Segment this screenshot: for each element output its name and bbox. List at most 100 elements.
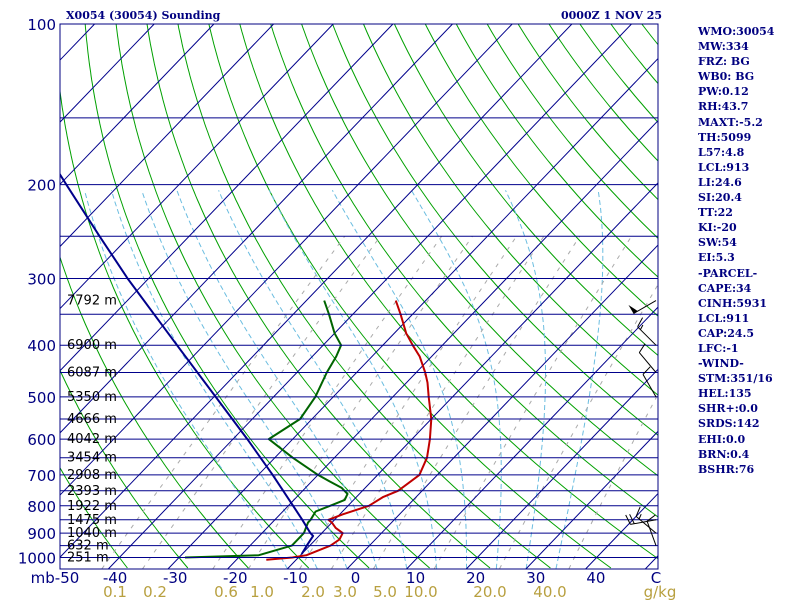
mixing-ratio-unit: g/kg (644, 583, 677, 600)
mixing-ratio-label: 20.0 (473, 583, 506, 600)
isotherm (0, 24, 35, 569)
dry-adiabat (424, 24, 658, 317)
moist-adiabat (110, 190, 318, 569)
isotherm (60, 24, 155, 123)
index-item: TT:22 (698, 206, 733, 220)
height-label: 7792 m (67, 294, 117, 309)
index-item: STM:351/16 (698, 372, 773, 386)
temperature-tick-label: 40 (586, 569, 605, 587)
height-label: 2908 m (67, 468, 117, 483)
dry-adiabat (115, 24, 430, 569)
height-label: 1475 m (67, 513, 117, 528)
pressure-tick-label: 1000 (18, 550, 56, 568)
mixing-ratio-label: 0.2 (143, 583, 167, 600)
isotherm (346, 244, 658, 569)
moist-adiabat (555, 190, 604, 569)
pressure-tick-label: 400 (27, 337, 56, 355)
index-item: SRDS:142 (698, 417, 760, 431)
index-item: LCL:911 (698, 311, 750, 325)
mixing-ratio-label: 5.0 (373, 583, 397, 600)
index-item: L57:4.8 (698, 145, 745, 159)
wind-barb (646, 514, 657, 546)
wind-barb (635, 506, 657, 534)
mixing-ratio-label: 0.1 (103, 583, 127, 600)
plot-area (0, 24, 800, 569)
height-label: 3454 m (67, 451, 117, 466)
dry-adiabat (239, 24, 658, 560)
isotherm (60, 24, 394, 372)
wind-barb (638, 343, 657, 373)
height-label: 4042 m (67, 432, 117, 447)
temperature-tick-label: -10 (283, 569, 308, 587)
dry-adiabat (146, 24, 491, 569)
mixing-ratio-label: 2.0 (301, 583, 325, 600)
dry-adiabat (579, 24, 658, 124)
isotherm (60, 24, 453, 434)
plot-frame (59, 23, 659, 570)
isotherm (406, 306, 658, 569)
temperature-tick-label: C (651, 569, 661, 587)
dry-adiabat (60, 255, 249, 569)
index-item: PW:0.12 (698, 85, 749, 99)
height-label: 2393 m (67, 484, 117, 499)
temperature-tick-label: mb-50 (31, 569, 80, 587)
temperature-tick-label: -20 (223, 569, 248, 587)
moist-adiabat (218, 190, 408, 569)
index-item: LCL:913 (698, 160, 750, 174)
moist-adiabat (331, 190, 467, 569)
wind-barb (637, 317, 657, 346)
temperature-tick-label: -40 (103, 569, 128, 587)
wind-barb (642, 366, 657, 398)
dry-adiabat (177, 24, 551, 569)
mixing-ratio-label: 10.0 (404, 583, 437, 600)
dry-adiabat (548, 24, 658, 162)
pressure-tick-label: 500 (27, 389, 56, 407)
mixing-ratio-label: 0.6 (214, 583, 238, 600)
mixing-ratio-label: 1.0 (250, 583, 274, 600)
index-item: SI:20.4 (698, 191, 742, 205)
isotherm (525, 430, 658, 569)
dry-adiabat (332, 24, 658, 436)
height-label: 6900 m (67, 338, 117, 353)
dry-adiabat (486, 24, 658, 239)
index-item: CAPE:34 (698, 281, 752, 295)
dry-adiabat (796, 24, 800, 568)
index-item: MW:334 (698, 40, 749, 54)
height-label: 5350 m (67, 390, 117, 405)
height-label: 4666 m (67, 412, 117, 427)
pressure-tick-label: 900 (27, 525, 56, 543)
index-item: HEL:135 (698, 387, 752, 401)
index-item: SHR+:0.0 (698, 402, 758, 416)
dry-adiabat (60, 369, 189, 569)
mixing-ratio-line (499, 283, 658, 569)
index-item: KI:-20 (698, 221, 737, 235)
isotherm (286, 182, 658, 569)
temperature-tick-label: 30 (526, 569, 545, 587)
chart-title: X0054 (30054) Sounding (66, 9, 221, 22)
moist-adiabat (410, 190, 502, 569)
isotherm (60, 24, 513, 496)
isotherm (60, 24, 573, 558)
mixing-ratio-line (373, 236, 581, 569)
index-item: BRN:0.4 (698, 447, 750, 461)
index-item: FRZ: BG (698, 55, 750, 69)
height-label: 251 m (67, 551, 109, 566)
pressure-tick-label: 800 (27, 498, 56, 516)
height-label: 632 m (67, 539, 109, 554)
index-item: CINH:5931 (698, 296, 768, 310)
dry-adiabat (208, 24, 612, 569)
temperature-line (266, 300, 433, 561)
pressure-tick-label: 100 (27, 16, 56, 34)
pressure-tick-label: 300 (27, 271, 56, 289)
temperature-tick-label: 10 (406, 569, 425, 587)
isotherm (107, 24, 632, 569)
dry-adiabat (84, 24, 370, 569)
height-label: 1040 m (67, 526, 117, 541)
moist-adiabat (176, 190, 378, 569)
pressure-tick-label: 600 (27, 431, 56, 449)
index-item: -WIND- (698, 357, 744, 371)
indices-panel: WMO:30054 MW:334 FRZ: BG WB0: BG PW:0.12 RH:4… (698, 24, 774, 477)
dry-adiabat (393, 24, 658, 357)
mixing-ratio-line (142, 236, 381, 569)
index-item: WMO:30054 (698, 25, 775, 38)
